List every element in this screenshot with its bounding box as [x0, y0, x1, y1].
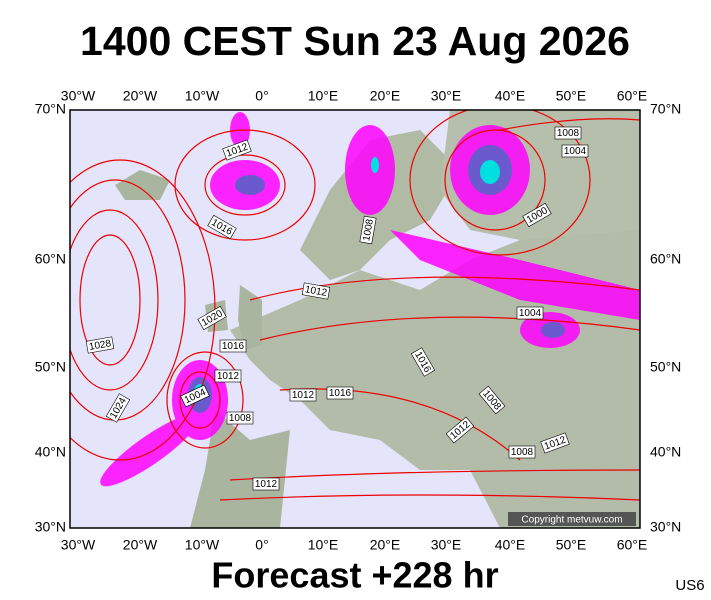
corner-code: US6 — [675, 577, 704, 594]
lon-label-top: 20°W — [123, 88, 158, 104]
isobar-label: 1004 — [516, 306, 544, 320]
lat-label-left: 40°N — [35, 444, 66, 460]
lon-label-bottom: 20°W — [123, 537, 158, 553]
isobar-label-box — [207, 214, 237, 240]
isobar-label-text: 1012 — [217, 371, 240, 382]
isobar-label: 1012 — [252, 477, 280, 491]
isobar-label-text: 1016 — [222, 341, 245, 352]
isobar-label-text: 1016 — [329, 388, 352, 399]
copyright-box — [508, 512, 636, 526]
lon-label-bottom: 20°E — [370, 537, 401, 553]
lon-label-top: 60°E — [617, 88, 648, 104]
lat-label-left: 30°N — [35, 519, 66, 535]
lon-label-bottom: 0° — [255, 537, 268, 553]
lat-label-right: 50°N — [650, 359, 681, 375]
lon-label-top: 10°W — [185, 88, 220, 104]
isobar-label-box — [478, 385, 506, 415]
isobar-label-box — [289, 388, 317, 402]
isobar-label-box — [197, 305, 227, 331]
lon-label-top: 40°E — [495, 88, 526, 104]
isobar-label-box — [359, 215, 377, 245]
isobar-label-box — [445, 416, 475, 444]
isobar-label-box — [85, 336, 115, 354]
isobar-label-text: 1008 — [511, 447, 534, 458]
lon-label-top: 10°E — [308, 88, 339, 104]
lat-label-right: 60°N — [650, 251, 681, 267]
isobar-label-text: 1012 — [255, 479, 278, 490]
isobar-label-text: 1008 — [229, 413, 252, 424]
isobar-label-box — [561, 144, 589, 158]
lon-label-top: 30°E — [431, 88, 462, 104]
lon-label-bottom: 40°E — [495, 537, 526, 553]
isobar-label-text: 1012 — [292, 390, 315, 401]
isobar-label-box — [540, 432, 570, 454]
lat-label-left: 60°N — [35, 251, 66, 267]
lat-label-right: 40°N — [650, 444, 681, 460]
isobar-label-box — [226, 411, 254, 425]
isobar-label-text: 1028 — [88, 338, 112, 353]
isobar-label-box — [410, 347, 436, 377]
isobar-label-box — [508, 445, 536, 459]
lon-label-top: 20°E — [370, 88, 401, 104]
title: 1400 CEST Sun 23 Aug 2026 — [80, 18, 630, 64]
isobar-label-box — [214, 369, 242, 383]
lat-label-left: 70°N — [35, 101, 66, 117]
isobar-label-text: 1012 — [304, 284, 328, 299]
lat-label-right: 70°N — [650, 101, 681, 117]
isobar-label: 1008 — [226, 411, 254, 425]
isobar-label: 1028 — [85, 336, 115, 354]
lon-label-top: 50°E — [556, 88, 587, 104]
isobar-label: 1008 — [359, 215, 377, 245]
isobar-label: 1008 — [554, 126, 582, 140]
lon-label-top: 30°W — [61, 88, 96, 104]
isobar-label-text: 1008 — [557, 128, 580, 139]
lat-label-right: 30°N — [650, 519, 681, 535]
isobar-label-box — [219, 339, 247, 353]
isobar-label: 1012 — [289, 388, 317, 402]
isobar-label-text: 1004 — [564, 146, 587, 157]
map-frame — [69, 109, 641, 529]
isobar-label-box — [326, 386, 354, 400]
isobar-label-box — [105, 393, 131, 423]
isobar-label: 1004 — [561, 144, 589, 158]
lon-label-bottom: 10°E — [308, 537, 339, 553]
isobar-label: 1016 — [219, 339, 247, 353]
isobar-label-text: 1004 — [519, 308, 542, 319]
copyright: Copyright metvuw.com — [521, 515, 622, 526]
lon-label-bottom: 50°E — [556, 537, 587, 553]
lon-label-bottom: 60°E — [617, 537, 648, 553]
isobar-label-box — [554, 126, 582, 140]
isobar-label-text: 1008 — [361, 218, 376, 242]
lon-label-bottom: 30°E — [431, 537, 462, 553]
lon-label-bottom: 10°W — [185, 537, 220, 553]
isobar-label: 1012 — [214, 369, 242, 383]
isobar-label-box — [222, 139, 252, 161]
isobar-label-box — [180, 384, 210, 408]
isobar-label: 1008 — [508, 445, 536, 459]
footer: Forecast +228 hr — [211, 555, 498, 596]
lon-label-top: 0° — [255, 88, 268, 104]
isobar-label-box — [516, 306, 544, 320]
lon-label-bottom: 30°W — [61, 537, 96, 553]
isobar-label-box — [252, 477, 280, 491]
map-area — [70, 110, 640, 528]
isobar-label-box — [522, 202, 552, 228]
lat-label-left: 50°N — [35, 359, 66, 375]
isobar-label-box — [301, 282, 331, 300]
isobar-label: 1012 — [301, 282, 331, 300]
isobar-label: 1016 — [326, 386, 354, 400]
